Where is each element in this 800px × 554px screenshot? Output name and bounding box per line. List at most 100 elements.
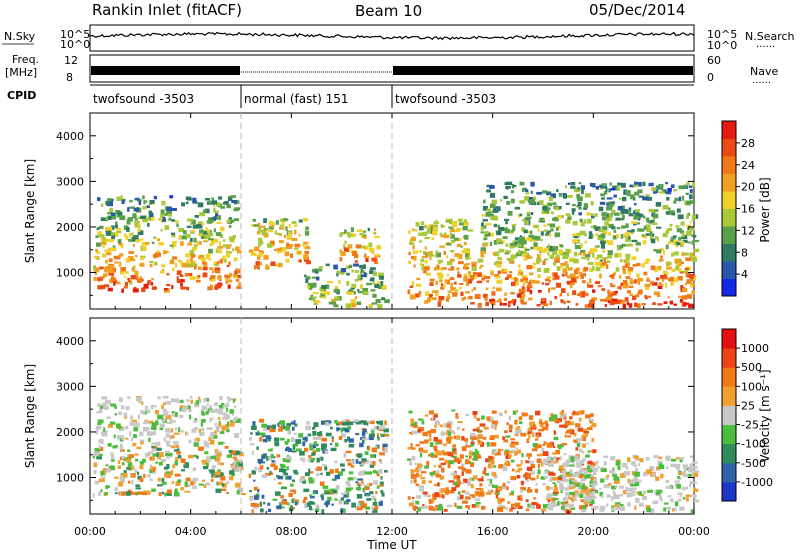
power-scatter-cell (98, 234, 105, 238)
power-scatter-cell (437, 301, 441, 307)
power-scatter-cell (133, 286, 137, 289)
power-scatter-cell (540, 238, 543, 242)
vel-scatter-cell (476, 491, 482, 495)
power-scatter-cell (258, 225, 262, 231)
power-scatter-cell (357, 229, 363, 232)
power-scatter-cell (165, 251, 169, 254)
power-scatter-cell (595, 233, 599, 237)
power-scatter-cell (537, 274, 541, 278)
power-scatter-cell (250, 252, 257, 256)
vel-scatter-cell (345, 450, 352, 454)
vel-scatter-cell (568, 497, 572, 500)
power-scatter-cell (660, 255, 663, 259)
cpid-panel: CPID twofsound -3503 normal (fast) 151 two… (7, 84, 694, 108)
velocity-cbar-step-7 (722, 348, 736, 368)
vel-scatter-cell (527, 503, 533, 508)
vel-scatter-cell (157, 484, 163, 487)
vel-scatter-cell (569, 478, 576, 481)
vel-scatter-cell (236, 466, 242, 472)
vel-scatter-cell (552, 414, 558, 420)
vel-scatter-cell (564, 504, 571, 508)
vel-scatter-cell (422, 449, 428, 454)
power-scatter-cell (480, 264, 484, 267)
vel-scatter-cell (155, 409, 159, 415)
vel-scatter-cell (514, 430, 520, 435)
vel-scatter-cell (600, 478, 605, 483)
vel-scatter-cell (310, 508, 314, 511)
velocity-cbar-label-6: -500 (741, 457, 766, 470)
vel-scatter-cell (362, 487, 366, 493)
power-scatter-cell (135, 239, 140, 243)
power-scatter-cell (514, 277, 517, 281)
vel-scatter-cell (569, 508, 572, 512)
vel-scatter-cell (379, 484, 383, 487)
vel-scatter-cell (188, 454, 194, 459)
vel-scatter-cell (494, 452, 498, 456)
vel-scatter-cell (490, 417, 494, 423)
power-scatter-cell (617, 206, 623, 211)
vel-scatter-cell (510, 503, 516, 506)
vel-scatter-cell (214, 429, 217, 434)
vel-scatter-cell (515, 427, 520, 431)
power-scatter-cell (628, 213, 634, 217)
power-scatter-cell (684, 267, 689, 270)
power-scatter-cell (111, 234, 115, 240)
vel-scatter-cell (510, 459, 515, 463)
vel-scatter-cell (472, 411, 478, 416)
power-scatter-cell (533, 224, 539, 229)
power-scatter-cell (613, 271, 616, 274)
power-scatter-cell (463, 242, 467, 246)
power-scatter-cell (650, 265, 656, 271)
power-scatter-cell (125, 235, 128, 241)
power-scatter-cell (375, 299, 381, 304)
power-scatter-cell (463, 248, 467, 252)
power-scatter-cell (260, 225, 266, 228)
vel-scatter-cell (606, 494, 611, 498)
power-scatter-cell (669, 223, 673, 227)
power-scatter-cell (655, 236, 659, 240)
power-scatter-cell (119, 215, 126, 221)
vel-scatter-cell (456, 505, 463, 509)
vel-scatter-cell (166, 456, 170, 459)
power-scatter-cell (600, 298, 605, 302)
power-scatter-cell (440, 234, 446, 238)
power-scatter-cell (354, 278, 359, 282)
power-scatter-cell (519, 291, 524, 295)
vel-scatter-cell (586, 499, 593, 502)
vel-scatter-cell (497, 507, 504, 512)
power-scatter-cell (153, 261, 158, 266)
vel-scatter-cell (202, 466, 209, 470)
power-scatter-cell (276, 247, 283, 251)
vel-scatter-cell (677, 472, 683, 475)
vel-scatter-cell (137, 414, 141, 420)
power-scatter-cell (363, 230, 367, 233)
vel-scatter-cell (218, 441, 224, 445)
power-scatter-cell (384, 299, 390, 304)
vel-scatter-cell (426, 460, 430, 466)
vel-scatter-cell (177, 479, 182, 483)
power-scatter-cell (616, 227, 621, 230)
power-scatter-cell (613, 212, 620, 216)
power-scatter-cell (518, 264, 521, 268)
vel-scatter-cell (460, 481, 465, 485)
power-scatter-cell (543, 224, 547, 227)
power-scatter-cell (291, 238, 298, 241)
vel-scatter-cell (583, 500, 588, 505)
vel-scatter-cell (593, 505, 599, 509)
vel-scatter-cell (682, 464, 688, 469)
vel-scatter-cell (580, 485, 587, 490)
power-scatter-cell (186, 233, 191, 238)
vel-scatter-cell (528, 435, 531, 439)
vel-scatter-cell (144, 452, 149, 458)
vel-scatter-cell (338, 421, 342, 426)
power-scatter-cell (572, 258, 579, 264)
vel-scatter-cell (579, 493, 584, 498)
power-scatter-cell (675, 265, 680, 271)
vel-scatter-cell (171, 398, 175, 403)
vel-scatter-cell (308, 455, 312, 459)
vel-scatter-cell (281, 486, 285, 489)
power-scatter-cell (625, 276, 631, 280)
vel-scatter-cell (573, 433, 577, 437)
vel-scatter-cell (356, 494, 363, 499)
vel-scatter-cell (521, 412, 528, 417)
